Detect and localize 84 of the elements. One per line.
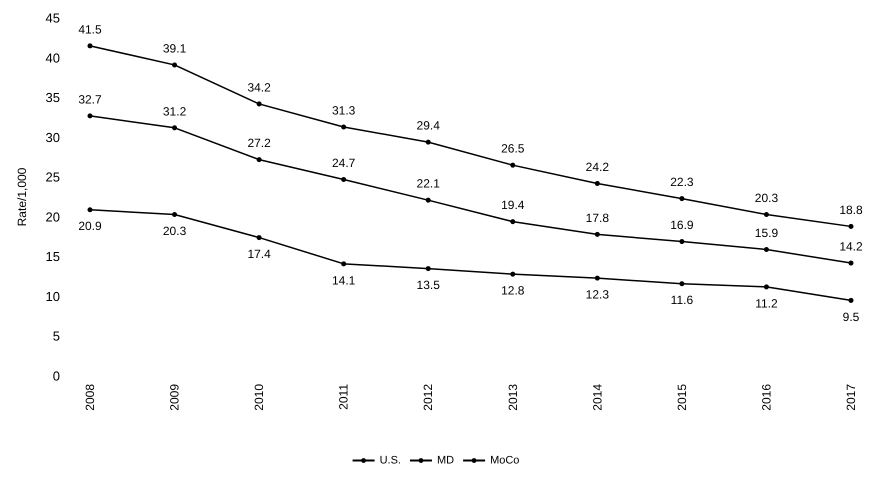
data-label: 24.2 bbox=[586, 160, 610, 174]
data-label: 11.6 bbox=[670, 293, 694, 308]
y-tick-label: 0 bbox=[52, 368, 60, 384]
y-tick-label: 5 bbox=[52, 328, 60, 344]
y-axis-title: Rate/1,000 bbox=[15, 167, 29, 226]
point bbox=[594, 276, 600, 281]
data-label: 19.4 bbox=[501, 198, 525, 212]
x-tick-label: 2017 bbox=[844, 384, 858, 411]
data-label: 15.9 bbox=[754, 226, 778, 240]
point bbox=[88, 113, 92, 118]
data-label: 26.5 bbox=[501, 142, 525, 156]
data-label: 13.5 bbox=[416, 278, 440, 292]
data-label: 29.4 bbox=[416, 118, 440, 133]
legend-label: MoCo bbox=[490, 454, 520, 466]
y-tick-label: 35 bbox=[46, 90, 60, 106]
point bbox=[172, 212, 178, 217]
point bbox=[510, 272, 516, 277]
data-label: 12.8 bbox=[501, 284, 525, 298]
x-tick-label: 2015 bbox=[674, 384, 689, 411]
point bbox=[848, 298, 854, 303]
point bbox=[172, 62, 178, 68]
data-label: 18.8 bbox=[839, 202, 863, 217]
point bbox=[426, 140, 431, 145]
data-label: 39.1 bbox=[162, 41, 187, 56]
data-label: 17.4 bbox=[247, 247, 272, 262]
point bbox=[594, 232, 600, 237]
point bbox=[341, 124, 346, 130]
point bbox=[510, 162, 516, 168]
data-label: 20.9 bbox=[78, 219, 102, 234]
point bbox=[426, 198, 431, 203]
point bbox=[679, 281, 684, 286]
point bbox=[426, 266, 431, 272]
point bbox=[764, 212, 769, 217]
data-label: 20.3 bbox=[162, 224, 187, 238]
data-label: 11.2 bbox=[755, 296, 778, 310]
point bbox=[256, 101, 262, 106]
point bbox=[88, 43, 92, 48]
point bbox=[341, 261, 346, 266]
point bbox=[256, 235, 262, 240]
data-label: 9.5 bbox=[842, 310, 860, 324]
y-tick-label: 20 bbox=[46, 209, 60, 224]
point bbox=[510, 219, 516, 224]
point bbox=[172, 125, 178, 130]
data-label: 12.3 bbox=[586, 288, 610, 302]
point bbox=[594, 180, 600, 186]
y-tick-label: 40 bbox=[46, 50, 60, 66]
data-label: 20.3 bbox=[754, 191, 778, 205]
data-label: 22.3 bbox=[670, 175, 694, 190]
data-label: 24.7 bbox=[332, 156, 356, 170]
data-label: 34.2 bbox=[247, 80, 272, 94]
data-label: 16.9 bbox=[670, 218, 694, 232]
legend-label: U.S. bbox=[380, 454, 401, 466]
y-tick-label: 30 bbox=[46, 130, 60, 145]
point bbox=[679, 239, 684, 244]
legend-label: MD bbox=[436, 454, 454, 466]
y-tick-label: 10 bbox=[46, 288, 60, 304]
x-tick-label: 2011 bbox=[336, 384, 351, 410]
x-tick-label: 2010 bbox=[252, 384, 266, 411]
point bbox=[679, 196, 684, 202]
y-tick-label: 45 bbox=[46, 10, 60, 26]
point bbox=[848, 260, 854, 266]
data-label: 27.2 bbox=[247, 136, 272, 150]
data-label: 22.1 bbox=[416, 176, 440, 191]
data-label: 17.8 bbox=[586, 210, 610, 225]
y-tick-label: 15 bbox=[46, 249, 60, 264]
point bbox=[848, 224, 854, 229]
data-label: 14.1 bbox=[332, 273, 356, 288]
point bbox=[764, 284, 769, 290]
y-tick-label: 25 bbox=[46, 170, 60, 185]
data-label: 32.7 bbox=[78, 92, 102, 106]
x-tick-label: 2013 bbox=[506, 384, 520, 411]
data-label: 31.2 bbox=[162, 104, 187, 118]
x-tick-label: 2009 bbox=[168, 384, 182, 411]
point bbox=[764, 247, 769, 252]
x-tick-label: 2014 bbox=[590, 384, 604, 411]
data-label: 31.3 bbox=[332, 103, 356, 118]
x-tick-label: 2008 bbox=[83, 384, 97, 411]
data-label: 14.2 bbox=[839, 240, 863, 254]
point bbox=[341, 177, 346, 182]
point bbox=[256, 157, 262, 162]
x-tick-label: 2016 bbox=[759, 384, 774, 411]
data-label: 41.5 bbox=[78, 22, 102, 36]
x-tick-label: 2012 bbox=[421, 384, 436, 411]
point bbox=[88, 207, 92, 212]
